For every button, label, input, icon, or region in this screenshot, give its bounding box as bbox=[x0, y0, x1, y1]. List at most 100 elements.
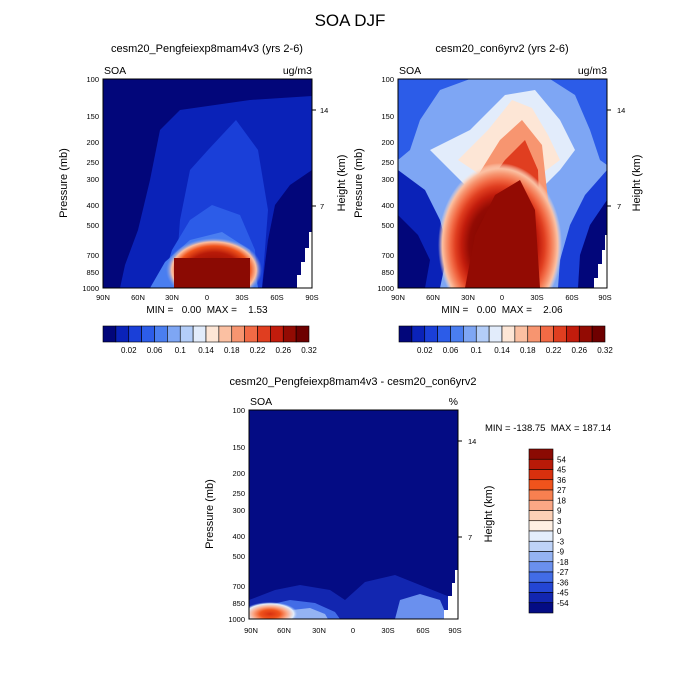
y-tick-label: 400 bbox=[232, 532, 245, 541]
panel-units: % bbox=[449, 396, 458, 408]
colorbar-box bbox=[257, 325, 271, 343]
colorbar-label: -54 bbox=[557, 599, 569, 608]
x-tick-label: 90N bbox=[391, 293, 405, 302]
colorbar-box bbox=[102, 325, 117, 343]
x-tick-label: 60N bbox=[131, 293, 145, 302]
panel-title: cesm20_Pengfeiexp8mam4v3 (yrs 2-6) bbox=[111, 43, 303, 55]
stats-label: MIN = 0.00 MAX = 1.53 bbox=[146, 305, 268, 316]
panel-top-right: cesm20_con6yrv2 (yrs 2-6) SOA ug/m3 100 … bbox=[353, 43, 643, 355]
x-tick-label: 0 bbox=[500, 293, 504, 302]
x-tick-label: 90S bbox=[598, 293, 611, 302]
field-missing-surface bbox=[444, 570, 458, 619]
x-tick-label: 30N bbox=[312, 626, 326, 635]
panel-units: ug/m3 bbox=[578, 65, 607, 77]
colorbar-box bbox=[528, 592, 554, 604]
colorbar-box bbox=[411, 325, 426, 343]
colorbar-box bbox=[553, 325, 567, 343]
plot-frame bbox=[248, 409, 459, 620]
y-tick-label: 150 bbox=[232, 443, 245, 452]
y-axis-right-title: Height (km) bbox=[631, 155, 643, 212]
panel-title: cesm20_con6yrv2 (yrs 2-6) bbox=[435, 43, 568, 55]
colorbar-label: 0.18 bbox=[520, 346, 536, 355]
colorbar-box bbox=[528, 448, 554, 460]
colorbar-box bbox=[141, 325, 155, 343]
colorbar-label: 0.32 bbox=[301, 346, 317, 355]
y-axis-right: 14 7 bbox=[458, 437, 476, 542]
figure-title: SOA DJF bbox=[315, 11, 386, 30]
colorbar-label: 0.22 bbox=[250, 346, 266, 355]
y-tick-label: 300 bbox=[232, 506, 245, 515]
colorbar-box bbox=[591, 325, 606, 343]
colorbar-box bbox=[218, 325, 233, 343]
y-tick-label: 100 bbox=[232, 406, 245, 415]
panel-units: ug/m3 bbox=[283, 65, 312, 77]
stats-label: MIN = -138.75 MAX = 187.14 bbox=[485, 423, 611, 434]
x-tick-label: 60S bbox=[270, 293, 283, 302]
x-tick-label: 30S bbox=[235, 293, 248, 302]
colorbar-box bbox=[167, 325, 181, 343]
colorbar-box bbox=[244, 325, 258, 343]
x-tick-label: 60N bbox=[426, 293, 440, 302]
x-tick-label: 30N bbox=[461, 293, 475, 302]
colorbar-label: 45 bbox=[557, 466, 566, 475]
colorbar-label: 0.02 bbox=[121, 346, 137, 355]
y-tick-label: 700 bbox=[232, 582, 245, 591]
colorbar-box bbox=[475, 325, 490, 343]
y-tick-label: 850 bbox=[381, 268, 394, 277]
y-tick-label: 250 bbox=[232, 489, 245, 498]
colorbar-box bbox=[528, 530, 554, 542]
x-tick-label: 90S bbox=[305, 293, 318, 302]
field-region-core-nh bbox=[398, 215, 430, 288]
field-background bbox=[249, 410, 458, 619]
field-region-peak bbox=[465, 180, 540, 288]
right-tick-label: 7 bbox=[617, 202, 621, 211]
y-tick-label: 400 bbox=[86, 201, 99, 210]
colorbar-label: -45 bbox=[557, 589, 569, 598]
colorbar-box bbox=[528, 499, 554, 511]
y-tick-label: 700 bbox=[381, 251, 394, 260]
plot-frame bbox=[102, 78, 313, 289]
colorbar-label: 0.26 bbox=[275, 346, 291, 355]
colorbar-label: 0.26 bbox=[571, 346, 587, 355]
colorbar-label: 0.22 bbox=[546, 346, 562, 355]
right-tick-label: 7 bbox=[320, 202, 324, 211]
field-region-low-nh bbox=[103, 79, 312, 288]
colorbar-box bbox=[205, 325, 220, 343]
colorbar-box bbox=[398, 325, 413, 343]
plot-frame bbox=[397, 78, 608, 289]
x-tick-label: 90S bbox=[448, 626, 461, 635]
field-missing-surface bbox=[594, 235, 607, 288]
colorbar-box bbox=[528, 510, 554, 522]
y-axis-right: 14 7 bbox=[607, 106, 625, 211]
colorbar-box bbox=[295, 325, 310, 343]
x-tick-label: 0 bbox=[205, 293, 209, 302]
y-tick-label: 1000 bbox=[228, 615, 245, 624]
field-region-sh-light bbox=[395, 594, 448, 619]
colorbar-label: -3 bbox=[557, 537, 565, 546]
y-tick-label: 300 bbox=[381, 175, 394, 184]
colorbar-label: 18 bbox=[557, 496, 566, 505]
y-axis-right-title: Height (km) bbox=[483, 486, 495, 543]
y-axis-left: 100 150 200 250 300 400 500 700 850 1000 bbox=[377, 75, 394, 293]
y-tick-label: 100 bbox=[381, 75, 394, 84]
field-region-edge-nh bbox=[398, 79, 470, 160]
x-tick-label: 60S bbox=[416, 626, 429, 635]
y-tick-label: 700 bbox=[86, 251, 99, 260]
colorbar-label: -18 bbox=[557, 558, 569, 567]
x-tick-label: 0 bbox=[351, 626, 355, 635]
colorbar-box bbox=[528, 520, 554, 532]
y-axis-title: Pressure (mb) bbox=[204, 479, 216, 549]
right-tick-label: 14 bbox=[320, 106, 328, 115]
x-tick-label: 60N bbox=[277, 626, 291, 635]
colorbar-box bbox=[578, 325, 593, 343]
stats-label: MIN = 0.00 MAX = 2.06 bbox=[441, 305, 563, 316]
y-tick-label: 500 bbox=[232, 552, 245, 561]
colorbar-box bbox=[528, 458, 554, 470]
right-tick-label: 14 bbox=[468, 437, 476, 446]
panel-left-label: SOA bbox=[399, 65, 421, 77]
panel-bottom-difference: cesm20_Pengfeiexp8mam4v3 - cesm20_con6yr… bbox=[204, 376, 611, 635]
colorbar-label: 0.1 bbox=[175, 346, 187, 355]
y-tick-label: 250 bbox=[86, 158, 99, 167]
